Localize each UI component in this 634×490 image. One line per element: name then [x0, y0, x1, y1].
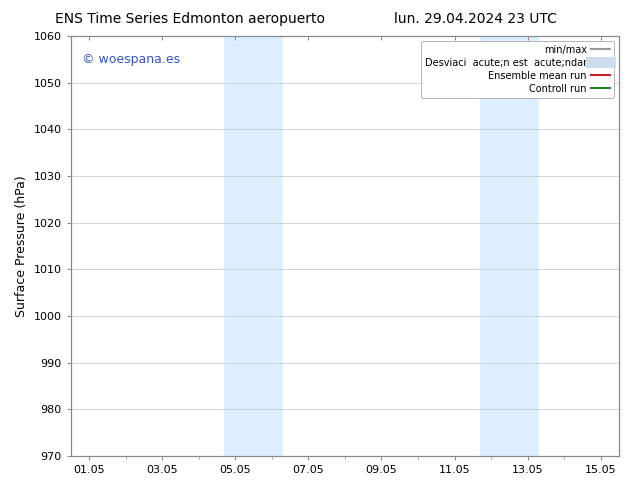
Y-axis label: Surface Pressure (hPa): Surface Pressure (hPa)	[15, 175, 28, 317]
Text: ENS Time Series Edmonton aeropuerto: ENS Time Series Edmonton aeropuerto	[55, 12, 325, 26]
Bar	[224, 36, 283, 456]
Text: © woespana.es: © woespana.es	[82, 53, 180, 66]
Legend: min/max, Desviaci  acute;n est  acute;ndar, Ensemble mean run, Controll run: min/max, Desviaci acute;n est acute;ndar…	[421, 41, 614, 98]
Bar	[480, 36, 539, 456]
Text: lun. 29.04.2024 23 UTC: lun. 29.04.2024 23 UTC	[394, 12, 557, 26]
